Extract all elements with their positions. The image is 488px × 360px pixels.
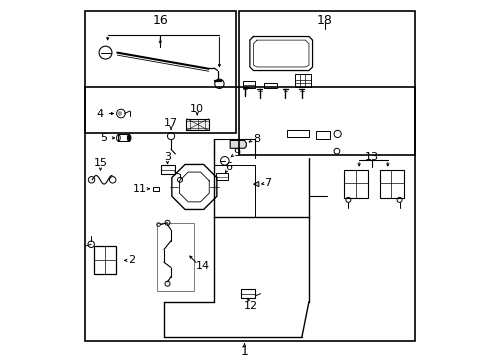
- Bar: [242, 81, 255, 89]
- Circle shape: [118, 112, 122, 115]
- Text: 3: 3: [163, 152, 171, 162]
- Text: 14: 14: [196, 261, 210, 271]
- Polygon shape: [253, 181, 258, 186]
- Text: 5: 5: [101, 133, 107, 143]
- Bar: [118, 134, 129, 141]
- Bar: [85, 87, 414, 341]
- Text: 8: 8: [253, 134, 260, 144]
- Bar: [215, 174, 228, 180]
- Bar: [153, 187, 158, 190]
- Bar: [161, 166, 174, 175]
- Bar: [344, 170, 367, 198]
- Text: 10: 10: [190, 104, 204, 114]
- Text: 15: 15: [93, 158, 107, 168]
- Polygon shape: [230, 140, 246, 148]
- Text: 1: 1: [240, 345, 248, 357]
- Text: 6: 6: [224, 162, 231, 172]
- Text: 13: 13: [364, 152, 378, 162]
- Text: 9: 9: [233, 148, 240, 158]
- Text: 12: 12: [244, 301, 258, 311]
- Bar: [264, 83, 276, 89]
- Text: 2: 2: [128, 255, 135, 265]
- Bar: [186, 118, 208, 130]
- Bar: [316, 131, 330, 139]
- Text: 11: 11: [133, 184, 146, 194]
- Bar: [85, 12, 235, 133]
- Bar: [294, 74, 310, 87]
- Text: 4: 4: [97, 108, 104, 118]
- Bar: [379, 170, 403, 198]
- Bar: [94, 246, 115, 274]
- Bar: [239, 12, 414, 155]
- Bar: [287, 130, 308, 137]
- Bar: [157, 223, 194, 291]
- Text: 18: 18: [317, 14, 332, 27]
- Ellipse shape: [127, 135, 131, 141]
- Text: 17: 17: [163, 118, 178, 128]
- Text: 7: 7: [264, 179, 271, 188]
- Text: 16: 16: [152, 14, 168, 27]
- Bar: [241, 289, 255, 298]
